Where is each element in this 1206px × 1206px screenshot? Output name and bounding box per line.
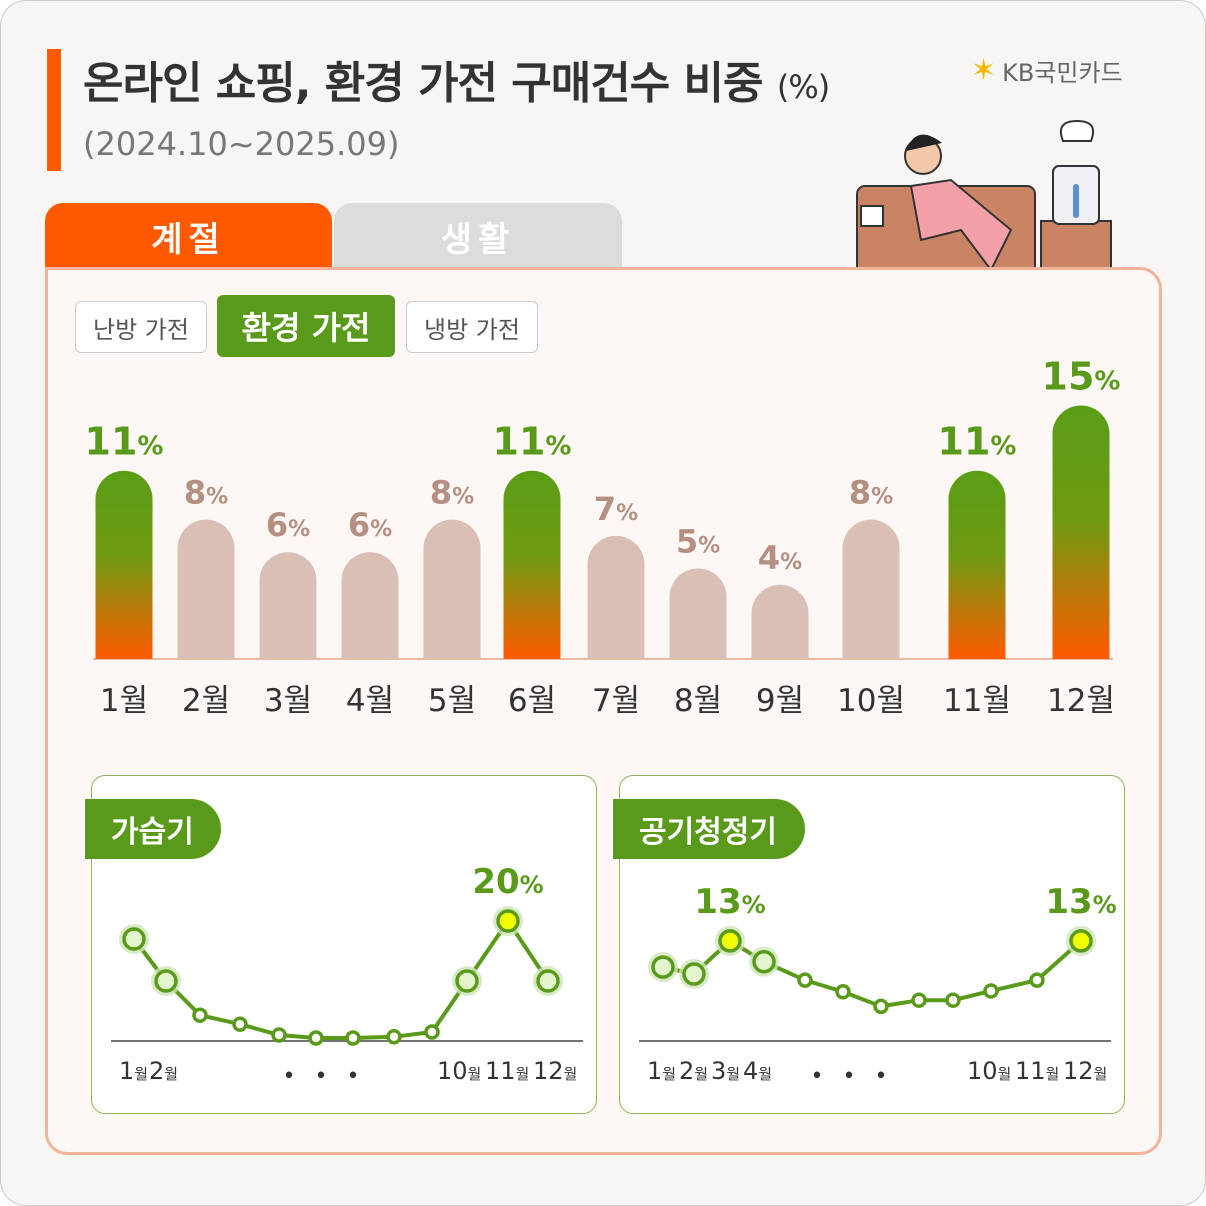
tick-label: 11월 xyxy=(1015,1057,1059,1085)
data-point xyxy=(455,969,479,993)
data-label: 4% xyxy=(758,539,802,577)
tick-label: 12월 xyxy=(1063,1057,1107,1085)
filter-cooling-appliance[interactable]: 냉방 가전 xyxy=(406,301,538,353)
tick-label: 1월 xyxy=(647,1057,676,1085)
data-label: 13% xyxy=(1045,882,1116,922)
bar-10월 xyxy=(842,519,900,659)
bar-11월 xyxy=(948,470,1006,659)
data-point xyxy=(1069,929,1093,953)
bar-3월 xyxy=(259,552,317,659)
title-text: 온라인 쇼핑, 환경 가전 구매건수 비중 xyxy=(83,58,764,109)
month-label: 3월 xyxy=(264,683,312,719)
tick-label: 4월 xyxy=(743,1057,772,1085)
air-purifier-label: 공기청정기 xyxy=(613,799,805,859)
tick-label: 2월 xyxy=(679,1057,708,1085)
data-label: 13% xyxy=(694,882,765,922)
month-label: 9월 xyxy=(756,683,804,719)
month-label: 7월 xyxy=(592,683,640,719)
month-label: 4월 xyxy=(346,683,394,719)
steam-icon xyxy=(1059,119,1095,142)
filter-environment-appliance[interactable]: 환경 가전 xyxy=(217,295,395,357)
data-point xyxy=(718,929,742,953)
month-label: 8월 xyxy=(674,683,722,719)
data-label: 11% xyxy=(493,420,572,464)
kb-logo: ✶ KB국민카드 xyxy=(971,53,1123,88)
data-point xyxy=(1029,972,1045,988)
humidifier-line-chart: 20% 1월 2월 10월 11월 12월 • • • xyxy=(111,862,583,1089)
period-subtitle: (2024.10~2025.09) xyxy=(83,125,400,163)
data-point xyxy=(192,1007,208,1023)
data-point xyxy=(983,983,999,999)
tick-label: 10월 xyxy=(967,1057,1011,1085)
data-point xyxy=(752,949,776,974)
page-title: 온라인 쇼핑, 환경 가전 구매건수 비중 (%) xyxy=(83,47,830,111)
tick-label: 2월 xyxy=(149,1057,178,1085)
bar-8월 xyxy=(669,568,727,659)
data-label: 5% xyxy=(676,523,720,561)
month-label: 12월 xyxy=(1047,683,1115,719)
mug-icon xyxy=(860,205,884,227)
data-point xyxy=(496,909,520,933)
data-label: 7% xyxy=(594,490,638,528)
data-label: 6% xyxy=(348,506,392,544)
bar-9월 xyxy=(751,584,809,659)
ellipsis: • • • xyxy=(283,1064,366,1089)
data-point xyxy=(232,1016,248,1032)
month-label: 1월 xyxy=(100,683,148,719)
title-accent-bar xyxy=(47,49,61,171)
data-point xyxy=(682,962,706,986)
month-label: 11월 xyxy=(943,683,1011,719)
tick-label: 1월 xyxy=(119,1057,148,1085)
bar-4월 xyxy=(341,552,399,659)
bar-1월 xyxy=(95,470,153,659)
air-purifier-line-chart: 13% 13% 1월 2월 3월 4월 10월 11월 12월 • • • xyxy=(639,882,1117,1089)
kb-star-icon: ✶ xyxy=(971,53,997,88)
data-point xyxy=(873,998,889,1015)
data-point xyxy=(308,1030,324,1046)
data-point xyxy=(835,983,851,1000)
data-point xyxy=(154,969,178,993)
monthly-bar-chart: 11% 1월 8% 2월 6% 3월 6% 4월 8% 5월 11% 6월 7% 7월 5% 8월 4% 9월 8%… xyxy=(85,355,1121,720)
ellipsis: • • • xyxy=(811,1064,894,1089)
tab-life[interactable]: 생활 xyxy=(334,203,622,269)
data-point xyxy=(536,969,560,993)
month-label: 5월 xyxy=(428,683,476,719)
data-point xyxy=(122,927,146,951)
month-label: 10월 xyxy=(837,683,905,719)
tick-label: 3월 xyxy=(711,1057,740,1085)
month-label: 6월 xyxy=(508,683,556,719)
tick-label: 11월 xyxy=(485,1057,529,1085)
data-label: 11% xyxy=(938,420,1017,464)
data-point xyxy=(424,1024,440,1040)
data-point xyxy=(911,992,927,1008)
data-label: 8% xyxy=(849,474,893,512)
bar-7월 xyxy=(587,535,645,659)
data-label: 8% xyxy=(430,474,474,512)
bar-12월 xyxy=(1052,405,1110,659)
month-label: 2월 xyxy=(182,683,230,719)
bar-5월 xyxy=(423,519,481,659)
humidifier-label: 가습기 xyxy=(85,799,221,859)
data-point xyxy=(271,1027,287,1043)
data-point xyxy=(345,1030,361,1046)
tick-label: 10월 xyxy=(437,1057,481,1085)
data-label: 8% xyxy=(184,474,228,512)
data-point xyxy=(945,992,961,1008)
logo-text: KB국민카드 xyxy=(1002,59,1123,87)
data-point xyxy=(651,955,675,979)
tick-label: 12월 xyxy=(533,1057,577,1085)
title-unit: (%) xyxy=(776,68,830,106)
data-label: 20% xyxy=(472,862,543,902)
data-label: 15% xyxy=(1042,355,1121,399)
bar-2월 xyxy=(177,519,235,659)
bar-6월 xyxy=(503,470,561,659)
filter-heating-appliance[interactable]: 난방 가전 xyxy=(75,301,207,353)
data-point xyxy=(797,972,813,988)
data-label: 11% xyxy=(85,420,164,464)
data-label: 6% xyxy=(266,506,310,544)
data-point xyxy=(386,1029,402,1045)
tab-season[interactable]: 계절 xyxy=(45,203,332,269)
